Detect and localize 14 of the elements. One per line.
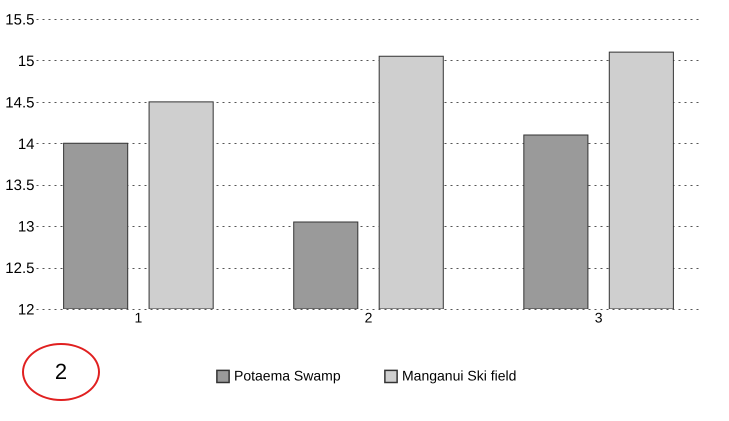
legend-label: Manganui Ski field <box>402 367 516 384</box>
y-tick-label: 12 <box>18 302 34 318</box>
legend-label: Potaema Swamp <box>234 367 341 384</box>
y-tick-label: 15 <box>18 52 34 70</box>
y-tick-label: 13 <box>18 218 34 236</box>
y-tick-label: 14.5 <box>5 94 34 112</box>
y-tick-label: 15.5 <box>5 12 34 28</box>
y-tick-label: 14 <box>18 136 34 153</box>
y-tick-label: 12.5 <box>5 260 34 278</box>
x-tick-label: 1 <box>134 310 142 326</box>
x-tick-label: 3 <box>594 310 603 326</box>
x-tick-label: 2 <box>364 310 373 326</box>
y-tick-label: 13.5 <box>5 177 34 194</box>
circle-outline: 2 <box>22 343 100 401</box>
